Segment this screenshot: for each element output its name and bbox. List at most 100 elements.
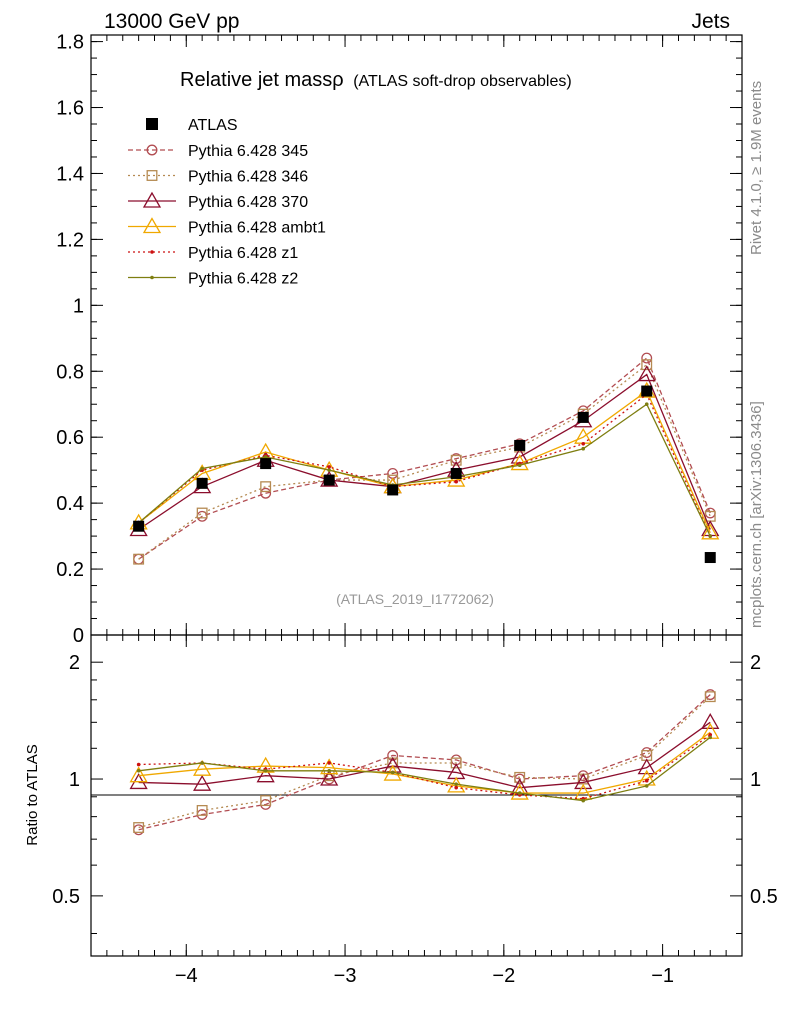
- series-point: [701, 523, 720, 540]
- data-point: [704, 552, 716, 564]
- legend-label: Pythia 6.428 345: [188, 143, 308, 160]
- energy-label: 13000 GeV pp: [104, 10, 239, 33]
- y-tick-label: 0.2: [56, 559, 84, 581]
- series-point: [133, 553, 145, 565]
- ratio-point: [193, 774, 212, 791]
- legend-label: Pythia 6.428 370: [188, 194, 308, 211]
- series-point: [574, 427, 593, 444]
- series-line: [138, 403, 711, 537]
- legend-marker: [142, 217, 162, 234]
- series-line: [138, 390, 711, 534]
- ratio-tick-label-right: 0.5: [750, 886, 778, 908]
- series-point: [447, 470, 466, 487]
- chart-title-main: Relative jet massρ: [180, 69, 344, 91]
- series-point: [260, 487, 272, 499]
- data-point: [577, 411, 589, 423]
- ratio-point: [327, 761, 331, 765]
- y-tick-label: 1.2: [56, 229, 84, 251]
- ratio-point: [641, 747, 653, 759]
- legend-label: Pythia 6.428 z2: [188, 271, 298, 288]
- x-tick-label: −1: [651, 965, 674, 987]
- ratio-point: [708, 733, 713, 737]
- series-point: [510, 454, 529, 471]
- rivet-label: Rivet 4.1.0, ≥ 1.9M events: [748, 81, 765, 255]
- series-point: [517, 463, 522, 468]
- ratio-line: [138, 734, 711, 800]
- y-tick-label: 1: [73, 295, 84, 317]
- ratio-tick-label-left: 2: [69, 652, 80, 674]
- series-point: [637, 365, 656, 382]
- y-tick-label: 0.6: [56, 427, 84, 449]
- data-point: [450, 467, 462, 479]
- analysis-watermark: (ATLAS_2019_I1772062): [336, 591, 494, 607]
- ratio-point: [136, 769, 141, 773]
- y-tick-label: 0.8: [56, 361, 84, 383]
- series-point: [581, 446, 586, 451]
- ratio-line: [138, 721, 711, 789]
- legend: ATLAS Pythia 6.428 345 Pythia 6.428 346 Pyt…: [128, 117, 326, 288]
- ratio-point: [136, 762, 141, 767]
- legend-label: Pythia 6.428 346: [188, 169, 308, 186]
- series-point: [450, 454, 462, 466]
- ratio-point: [708, 735, 713, 740]
- ratio-line: [138, 694, 711, 831]
- process-label: Jets: [691, 10, 730, 33]
- series-point: [327, 468, 331, 472]
- x-tick-label: −3: [334, 965, 357, 987]
- y-tick-label: 1.8: [56, 32, 84, 54]
- ratio-line: [138, 736, 711, 802]
- legend-marker: [146, 144, 158, 156]
- ratio-point: [320, 758, 339, 775]
- ratio-point: [574, 773, 593, 790]
- chart-subtitle: (ATLAS soft-drop observables): [353, 73, 571, 90]
- y-tick-label: 1.6: [56, 98, 84, 120]
- series-point: [708, 534, 713, 538]
- ratio-point: [701, 713, 720, 729]
- ratio-point: [454, 782, 458, 786]
- ratio-point: [129, 766, 148, 783]
- x-tick-label: −2: [492, 965, 515, 987]
- data-point: [260, 458, 272, 470]
- ratio-point: [581, 798, 586, 803]
- ratio-point: [327, 769, 331, 773]
- legend-label: Pythia 6.428 z1: [188, 245, 298, 262]
- series-point: [641, 359, 653, 371]
- data-point: [514, 439, 526, 451]
- ratio-point: [260, 795, 272, 807]
- ratio-tick-label-left: 1: [69, 769, 80, 791]
- y-tick-label: 0: [73, 625, 84, 647]
- ratio-point: [263, 769, 268, 773]
- x-tick-label: −4: [175, 965, 198, 987]
- series-point: [260, 481, 272, 493]
- data-point: [387, 484, 399, 496]
- ratio-series: [129, 689, 720, 836]
- ratio-tick-label-right: 2: [750, 652, 761, 674]
- series-line: [138, 373, 711, 531]
- ratio-point: [450, 757, 462, 769]
- series-point: [581, 441, 586, 446]
- series-point: [327, 465, 331, 469]
- legend-label-atlas: ATLAS: [188, 117, 238, 134]
- data-point: [196, 477, 208, 489]
- ratio-point: [514, 771, 526, 783]
- series-line: [138, 363, 711, 560]
- ratio-point: [196, 804, 208, 816]
- data-point: [641, 385, 653, 397]
- data-point: [133, 520, 145, 532]
- y-tick-label: 0.4: [56, 493, 84, 515]
- ratio-point: [387, 750, 399, 761]
- ratio-tick-label-right: 1: [750, 769, 761, 791]
- ratio-point: [133, 822, 145, 833]
- series-point: [644, 402, 649, 407]
- series-point: [641, 352, 653, 364]
- legend-marker: [146, 170, 158, 181]
- ratio-line: [138, 696, 711, 829]
- ratio-point: [256, 766, 275, 783]
- ratio-point: [704, 691, 716, 703]
- ratio-point: [644, 784, 649, 788]
- ratio-point: [200, 761, 204, 765]
- ratio-point: [320, 769, 339, 786]
- legend-label: Pythia 6.428 ambt1: [188, 220, 326, 237]
- ratio-line: [138, 731, 711, 794]
- ratio-point: [644, 778, 649, 783]
